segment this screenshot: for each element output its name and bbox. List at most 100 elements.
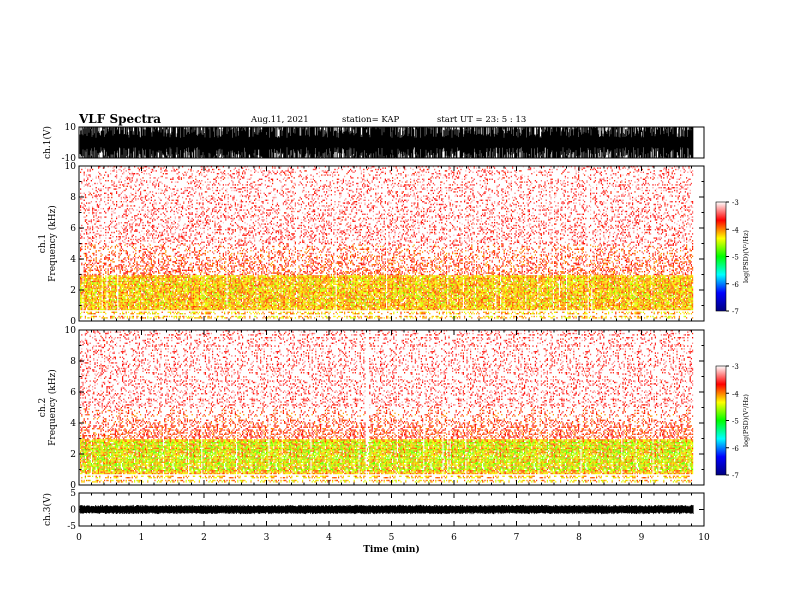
spectrogram-cell	[201, 254, 202, 255]
spectrogram-cell	[88, 267, 89, 268]
spectrogram-cell	[93, 264, 94, 265]
spectrogram-cell	[165, 316, 166, 317]
spectrogram-cell	[104, 312, 105, 313]
spectrogram-cell	[112, 202, 113, 203]
spectrogram-cell	[129, 263, 130, 264]
spectrogram-cell	[180, 219, 181, 220]
spectrogram-cell	[81, 284, 82, 285]
spectrogram-cell	[171, 274, 172, 275]
spectrogram-cell	[108, 197, 109, 198]
spectrogram-cell	[206, 274, 207, 275]
spectrogram-cell	[195, 284, 196, 285]
spectrogram-cell	[148, 285, 149, 286]
spectrogram-cell	[144, 295, 145, 296]
spectrogram-cell	[104, 222, 105, 223]
spectrogram-cell	[153, 298, 154, 299]
spectrogram-cell	[130, 226, 131, 227]
spectrogram-cell	[166, 186, 167, 187]
spectrogram-cell	[93, 282, 94, 283]
spectrogram-cell	[162, 284, 163, 285]
spectrogram-cell	[189, 247, 190, 248]
spectrogram-cell	[194, 313, 195, 314]
spectrogram-cell	[85, 243, 86, 244]
spectrogram-cell	[192, 306, 193, 307]
spectrogram-cell	[201, 288, 202, 289]
spectrogram-cell	[198, 286, 199, 287]
spectrogram-cell	[145, 268, 146, 269]
spectrogram-cell	[206, 209, 207, 210]
spectrogram-cell	[165, 292, 166, 293]
spectrogram-cell	[170, 232, 171, 233]
spectrogram-cell	[116, 239, 117, 240]
spectrogram-cell	[98, 172, 99, 173]
spectrogram-cell	[108, 282, 109, 283]
spectrogram-cell	[174, 316, 175, 317]
spectrogram-cell	[93, 288, 94, 289]
spectrogram-cell	[127, 281, 128, 282]
spectrogram-cell	[175, 170, 176, 171]
y-axis-label: ch.1(V)	[42, 126, 53, 159]
spectrogram-cell	[110, 272, 111, 273]
spectrogram-cell	[118, 233, 119, 234]
spectrogram-cell	[200, 306, 201, 307]
spectrogram-cell	[100, 277, 101, 278]
spectrogram-cell	[211, 172, 212, 173]
spectrogram-cell	[80, 296, 81, 297]
spectrogram-cell	[152, 302, 153, 303]
spectrogram-cell	[138, 173, 139, 174]
spectrogram-cell	[104, 279, 105, 280]
spectrogram-cell	[97, 277, 98, 278]
spectrogram-cell	[148, 230, 149, 231]
spectrogram-cell	[170, 240, 171, 241]
spectrogram-cell	[200, 188, 201, 189]
spectrogram-cell	[98, 285, 99, 286]
spectrogram-cell	[192, 292, 193, 293]
spectrogram-cell	[174, 233, 175, 234]
spectrogram-cell	[211, 299, 212, 300]
spectrogram-cell	[158, 236, 159, 237]
spectrogram-cell	[124, 281, 125, 282]
spectrogram-cell	[123, 197, 124, 198]
spectrogram-cell	[141, 258, 142, 259]
spectrogram-cell	[201, 173, 202, 174]
spectrogram-cell	[169, 309, 170, 310]
spectrogram-cell	[194, 282, 195, 283]
spectrogram-cell	[192, 187, 193, 188]
spectrogram-cell	[178, 218, 179, 219]
spectrogram-cell	[189, 200, 190, 201]
spectrogram-cell	[93, 317, 94, 318]
spectrogram-cell	[174, 207, 175, 208]
spectrogram-cell	[170, 188, 171, 189]
spectrogram-cell	[158, 303, 159, 304]
spectrogram-cell	[184, 191, 185, 192]
spectrogram-cell	[199, 286, 200, 287]
spectrogram-cell	[194, 303, 195, 304]
spectrogram-cell	[140, 298, 141, 299]
spectrogram-cell	[148, 222, 149, 223]
spectrogram-cell	[176, 288, 177, 289]
spectrogram-cell	[174, 317, 175, 318]
spectrogram-cell	[135, 230, 136, 231]
spectrogram-cell	[105, 309, 106, 310]
spectrogram-cell	[186, 281, 187, 282]
spectrogram-cell	[92, 212, 93, 213]
spectrogram-cell	[105, 295, 106, 296]
spectrogram-cell	[202, 215, 203, 216]
spectrogram-cell	[88, 207, 89, 208]
spectrogram-cell	[116, 281, 117, 282]
spectrogram-cell	[97, 278, 98, 279]
spectrogram-cell	[123, 298, 124, 299]
spectrogram-cell	[157, 307, 158, 308]
spectrogram-cell	[201, 264, 202, 265]
spectrogram-cell	[195, 254, 196, 255]
spectrogram-cell	[174, 309, 175, 310]
spectrogram-cell	[105, 275, 106, 276]
spectrogram-cell	[115, 307, 116, 308]
spectrogram-cell	[178, 236, 179, 237]
spectrogram-cell	[145, 302, 146, 303]
spectrogram-cell	[211, 265, 212, 266]
spectrogram-cell	[139, 211, 140, 212]
spectrogram-cell	[109, 187, 110, 188]
spectrogram-cell	[195, 208, 196, 209]
spectrogram-cell	[182, 288, 183, 289]
